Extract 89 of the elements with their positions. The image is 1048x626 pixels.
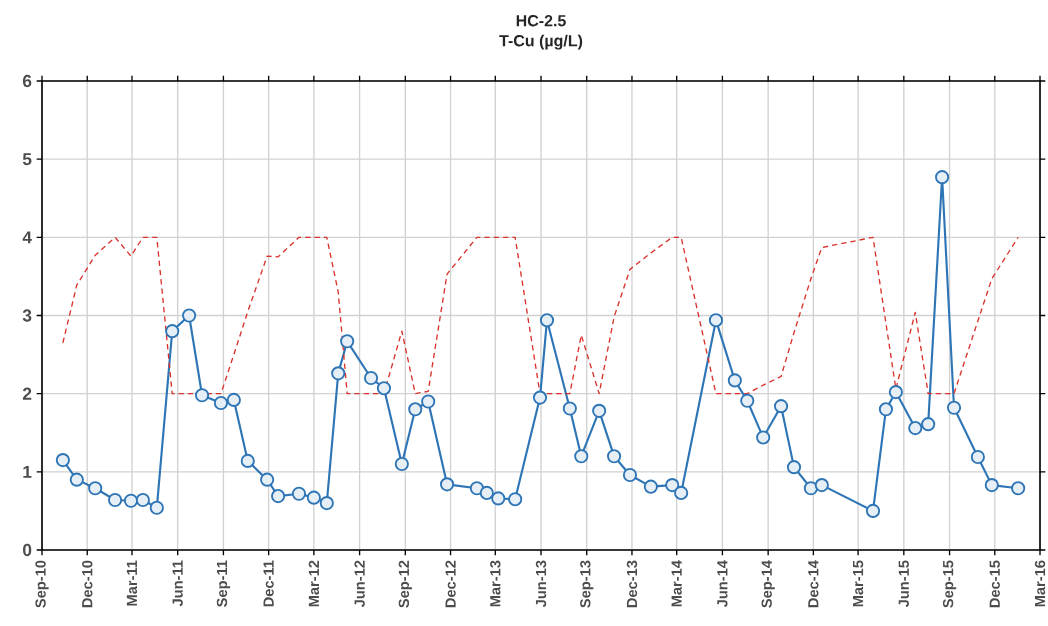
- point: [340, 334, 355, 349]
- point: [562, 401, 577, 416]
- point: [394, 456, 409, 472]
- chart-subtitle: T-Cu (µg/L): [499, 34, 583, 50]
- y-tick-label: 5: [22, 153, 32, 166]
- point: [88, 481, 103, 496]
- x-tick-label: Jun-11: [172, 560, 183, 607]
- point: [421, 394, 436, 409]
- point: [727, 373, 742, 388]
- point: [55, 453, 70, 468]
- point: [606, 449, 622, 464]
- y-tick-label: 2: [22, 387, 32, 400]
- point: [440, 477, 455, 492]
- point: [331, 366, 346, 381]
- point: [592, 403, 607, 418]
- point: [665, 478, 680, 493]
- point: [622, 467, 638, 483]
- x-tick-label: Dec-14: [808, 560, 819, 608]
- point: [786, 460, 802, 475]
- y-tick-label: 3: [22, 309, 32, 322]
- x-tick-label: Jun-14: [717, 560, 728, 608]
- point: [123, 493, 139, 508]
- point: [539, 313, 555, 328]
- point: [984, 478, 999, 493]
- y-tick-label: 0: [23, 543, 32, 557]
- point: [740, 393, 755, 408]
- point: [756, 430, 771, 445]
- point: [935, 170, 950, 185]
- point: [376, 381, 392, 396]
- point: [574, 449, 589, 464]
- point: [508, 492, 523, 507]
- x-tick-label: Mar-11: [126, 560, 138, 606]
- point: [674, 485, 689, 501]
- point: [970, 449, 985, 465]
- x-tick-label: Dec-13: [626, 560, 638, 608]
- x-tick-label: Sep-15: [942, 560, 957, 608]
- point: [532, 390, 548, 405]
- x-tick-label: Sep-12: [398, 560, 412, 608]
- point: [165, 324, 180, 339]
- point: [773, 399, 789, 414]
- point: [921, 417, 936, 432]
- x-tick-label: Sep-14: [761, 560, 775, 608]
- point: [319, 496, 334, 511]
- point: [271, 488, 286, 504]
- x-tick-label: Dec-12: [445, 560, 456, 608]
- point: [408, 402, 423, 417]
- point: [226, 392, 241, 407]
- x-tick-label: Dec-15: [989, 560, 1000, 608]
- point: [888, 385, 903, 400]
- point: [878, 402, 894, 417]
- point: [814, 478, 829, 493]
- point: [865, 503, 881, 518]
- y-tick-label: 6: [22, 74, 32, 88]
- x-tick-label: Jun-15: [898, 560, 909, 608]
- y-tick-label: 1: [23, 465, 32, 478]
- point: [479, 485, 494, 501]
- x-tick-label: Sep-11: [216, 560, 231, 607]
- point: [194, 388, 210, 403]
- point: [803, 481, 818, 496]
- point: [149, 500, 164, 515]
- x-tick-label: Sep-10: [35, 560, 49, 608]
- point: [213, 395, 229, 411]
- point: [240, 453, 255, 468]
- x-tick-label: Mar-12: [308, 560, 320, 607]
- point: [69, 472, 84, 487]
- x-tick-label: Dec-11: [263, 560, 274, 607]
- point: [643, 479, 658, 494]
- point: [708, 313, 724, 328]
- x-tick-label: Dec-10: [82, 560, 93, 608]
- x-tick-label: Jun-13: [535, 560, 547, 608]
- chart-title: HC-2.5: [516, 15, 566, 27]
- point: [946, 400, 962, 415]
- point: [182, 308, 197, 323]
- x-tick-label: Mar-15: [853, 560, 864, 607]
- y-tick-label: 4: [22, 231, 32, 244]
- x-tick-label: Mar-16: [1034, 560, 1046, 607]
- point: [1011, 481, 1026, 496]
- point: [491, 491, 506, 506]
- point: [107, 492, 123, 508]
- point: [135, 492, 150, 508]
- x-tick-label: Sep-13: [580, 560, 594, 608]
- point: [260, 472, 275, 487]
- point: [908, 420, 923, 436]
- x-tick-label: Mar-14: [671, 560, 682, 607]
- x-tick-label: Mar-13: [490, 560, 501, 607]
- x-tick-label: Jun-12: [354, 560, 365, 608]
- point: [291, 486, 307, 501]
- point: [363, 370, 379, 386]
- point: [306, 490, 321, 505]
